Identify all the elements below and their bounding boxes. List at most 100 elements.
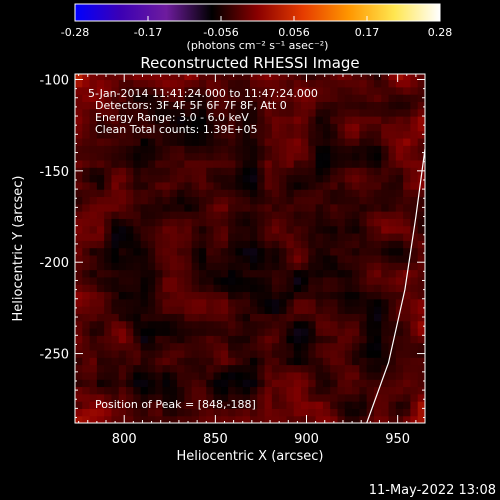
heatmap-cell: [147, 306, 156, 314]
heatmap-cell: [293, 247, 302, 256]
heatmap-cell: [293, 145, 302, 154]
heatmap-cell: [293, 342, 302, 351]
heatmap-cell: [344, 211, 353, 219]
heatmap-cell: [184, 262, 193, 271]
heatmap-cell: [96, 232, 105, 241]
heatmap-cell: [235, 386, 244, 395]
heatmap-cell: [301, 240, 309, 249]
heatmap-cell: [118, 225, 127, 234]
heatmap-cell: [118, 174, 127, 183]
heatmap-cell: [169, 415, 178, 423]
heatmap-cell: [250, 254, 258, 263]
plot-frame: [74, 73, 426, 424]
heatmap-cell: [169, 218, 178, 227]
heatmap-cell: [352, 86, 360, 95]
heatmap-cell: [206, 130, 215, 139]
heatmap-cell: [162, 320, 171, 329]
heatmap-cell: [337, 254, 346, 263]
heatmap-cell: [388, 247, 397, 256]
heatmap-cell: [140, 371, 149, 380]
heatmap-cell: [206, 225, 215, 234]
heatmap-cell: [301, 174, 309, 183]
heatmap-cell: [89, 152, 98, 161]
heatmap-cell: [315, 262, 324, 271]
heatmap-cell: [162, 167, 171, 176]
heatmap-cell: [162, 196, 171, 205]
heatmap-cell: [344, 79, 353, 88]
heatmap-cell: [359, 203, 368, 212]
heatmap-cell: [257, 123, 266, 132]
heatmap-cell: [147, 181, 156, 190]
heatmap-cell: [147, 393, 156, 402]
heatmap-cell: [352, 232, 360, 241]
heatmap-cell: [395, 130, 404, 139]
heatmap-cell: [242, 79, 251, 88]
heatmap-cell: [388, 262, 397, 271]
heatmap-cell: [279, 167, 288, 176]
heatmap-cell: [82, 327, 91, 336]
heatmap-cell: [344, 203, 353, 212]
heatmap-cell: [366, 262, 375, 271]
heatmap-cell: [213, 232, 222, 241]
heatmap-cell: [257, 218, 266, 227]
heatmap-cell: [322, 401, 331, 409]
heatmap-cell: [279, 408, 288, 417]
heatmap-cell: [177, 357, 185, 366]
heatmap-cell: [417, 364, 425, 373]
heatmap-cell: [133, 357, 142, 366]
heatmap-cell: [242, 408, 251, 417]
heatmap-cell: [184, 408, 193, 417]
heatmap-cell: [177, 167, 185, 176]
heatmap-cell: [169, 306, 178, 314]
heatmap-cell: [395, 284, 404, 293]
heatmap-cell: [395, 189, 404, 198]
heatmap-cell: [242, 284, 251, 293]
heatmap-cell: [126, 247, 134, 256]
heatmap-cell: [82, 74, 91, 81]
heatmap-cell: [111, 94, 120, 103]
heatmap-cell: [162, 313, 171, 322]
heatmap-cell: [264, 379, 273, 388]
heatmap-cell: [293, 181, 302, 190]
heatmap-cell: [235, 101, 244, 110]
heatmap-cell: [410, 211, 419, 219]
heatmap-cell: [352, 262, 360, 271]
heatmap-cell: [220, 342, 229, 351]
heatmap-cell: [250, 174, 258, 183]
heatmap-cell: [235, 218, 244, 227]
heatmap-cell: [271, 79, 280, 88]
heatmap-cell: [96, 137, 105, 146]
heatmap-cell: [271, 167, 280, 176]
heatmap-cell: [162, 211, 171, 219]
heatmap-cell: [330, 284, 339, 293]
heatmap-cell: [213, 196, 222, 205]
heatmap-cell: [337, 108, 346, 117]
heatmap-cell: [228, 291, 237, 300]
heatmap-cell: [264, 152, 273, 161]
heatmap-cell: [155, 74, 164, 81]
heatmap-cell: [366, 101, 375, 110]
heatmap-cell: [140, 211, 149, 219]
heatmap-cell: [301, 247, 309, 256]
heatmap-cell: [257, 298, 266, 307]
heatmap-cell: [89, 181, 98, 190]
heatmap-cell: [403, 401, 412, 409]
heatmap-cell: [381, 291, 390, 300]
heatmap-cell: [147, 211, 156, 219]
heatmap-cell: [257, 306, 266, 314]
heatmap-cell: [388, 108, 397, 117]
heatmap-cell: [228, 342, 237, 351]
heatmap-cell: [388, 386, 397, 395]
heatmap-cell: [147, 401, 156, 409]
heatmap-cell: [264, 240, 273, 249]
heatmap-cell: [228, 145, 237, 154]
heatmap-cell: [337, 159, 346, 168]
heatmap-cell: [381, 137, 390, 146]
heatmap-cell: [388, 379, 397, 388]
heatmap-cell: [220, 152, 229, 161]
heatmap-cell: [279, 269, 288, 278]
heatmap-cell: [242, 145, 251, 154]
heatmap-cell: [198, 86, 207, 95]
heatmap-cell: [308, 189, 317, 198]
heatmap-cell: [257, 145, 266, 154]
